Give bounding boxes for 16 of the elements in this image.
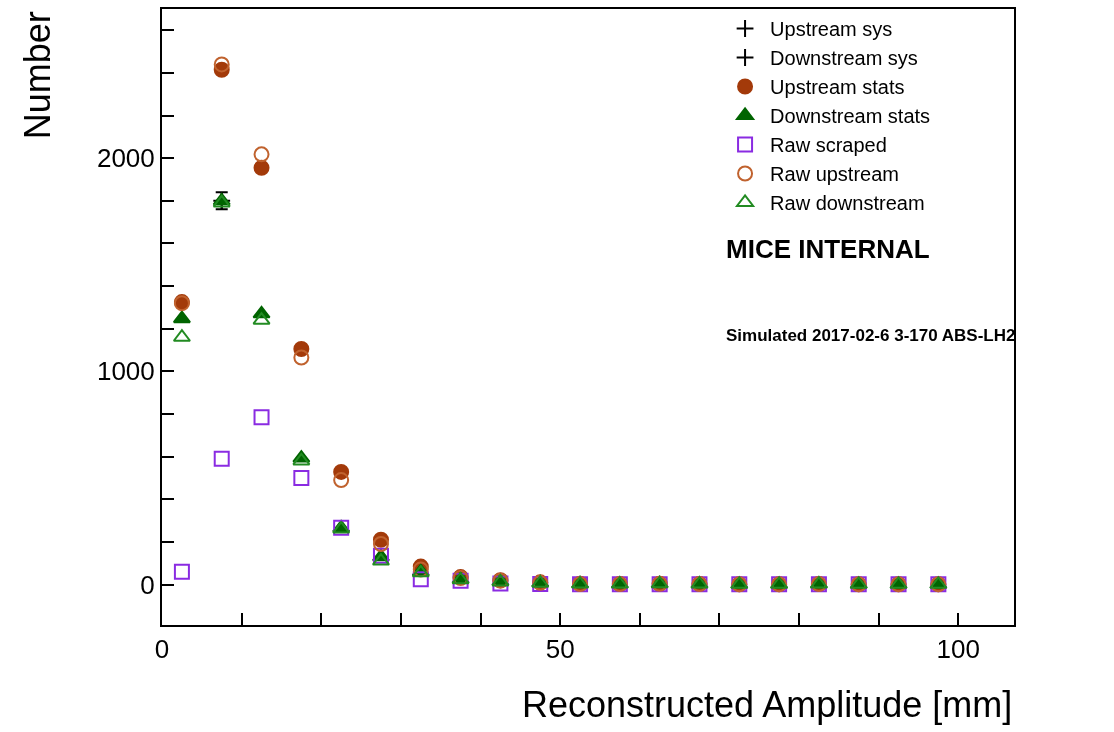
legend-label: Raw upstream: [770, 163, 899, 186]
legend-label: Upstream sys: [770, 18, 893, 41]
y-tick-label: 1000: [96, 356, 155, 387]
y-axis-title: Number: [17, 11, 59, 140]
x-tick-label: 50: [545, 634, 575, 665]
x-axis-title: Reconstructed Amplitude [mm]: [522, 684, 1013, 725]
legend-label: Downstream sys: [770, 47, 918, 70]
annotation: Simulated 2017-02-6 3-170 ABS-LH2: [726, 326, 1016, 345]
y-tick-label: 2000: [96, 143, 155, 174]
legend-label: Raw downstream: [770, 192, 925, 215]
y-tick-label: 0: [140, 569, 155, 600]
annotation: MICE INTERNAL: [726, 234, 930, 264]
legend-label: Upstream stats: [770, 76, 905, 99]
legend-label: Downstream stats: [770, 105, 931, 128]
x-tick-label: 100: [936, 634, 980, 665]
legend-label: Raw scraped: [770, 134, 887, 157]
